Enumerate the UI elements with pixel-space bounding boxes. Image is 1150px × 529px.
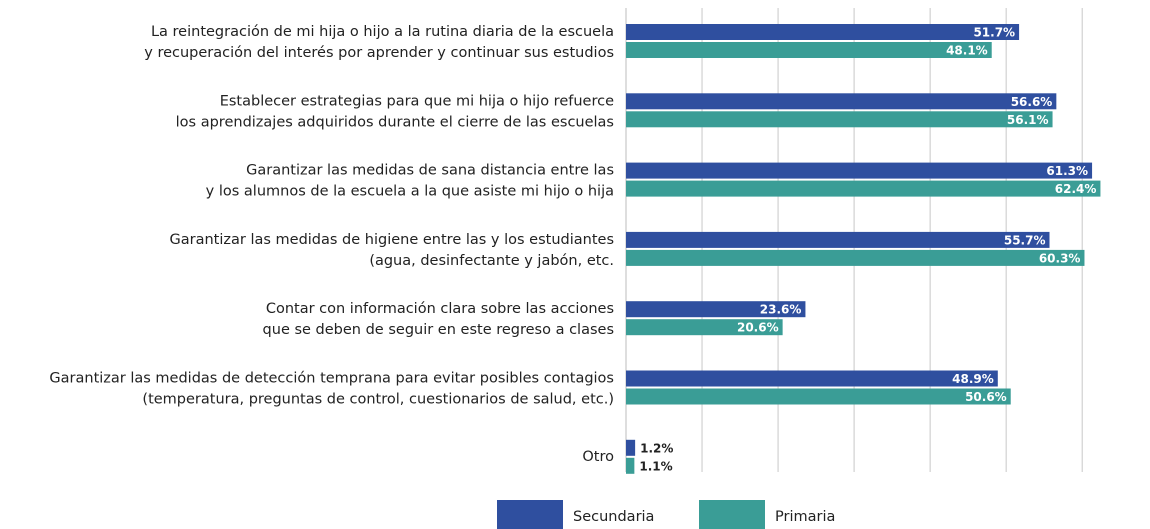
value-label: 48.9% — [952, 372, 994, 386]
legend-label: Primaria — [775, 509, 835, 525]
category-label: Otro — [582, 449, 614, 465]
category-label: Contar con información clara sobre las a… — [266, 301, 614, 317]
bar — [626, 301, 806, 318]
category-label: y los alumnos de la escuela a la que asi… — [206, 184, 614, 200]
legend-label: Secundaria — [573, 509, 654, 525]
value-label: 60.3% — [1039, 251, 1081, 265]
bar — [626, 42, 992, 58]
bar — [626, 24, 1020, 40]
value-label: 56.1% — [1007, 113, 1049, 127]
category-label: y recuperación del interés por aprender … — [144, 45, 614, 61]
bar — [626, 231, 1050, 248]
value-label: 1.2% — [640, 441, 673, 455]
value-label: 1.1% — [639, 459, 672, 473]
bar — [626, 319, 783, 336]
bar — [626, 439, 636, 456]
category-label: Garantizar las medidas de sana distancia… — [246, 163, 614, 179]
bar — [626, 93, 1057, 110]
value-label: 56.6% — [1011, 95, 1053, 109]
category-label: Garantizar las medidas de detección temp… — [49, 371, 614, 387]
value-label: 51.7% — [973, 26, 1015, 40]
bar — [626, 249, 1085, 266]
legend-swatch — [699, 500, 765, 529]
category-label: Establecer estrategias para que mi hija … — [220, 93, 614, 109]
bar — [626, 111, 1053, 128]
legend-swatch — [497, 500, 563, 529]
value-label: 20.6% — [737, 321, 779, 335]
value-label: 62.4% — [1055, 182, 1097, 196]
category-label: que se deben de seguir en este regreso a… — [263, 322, 614, 338]
category-label: La reintegración de mi hija o hijo a la … — [151, 24, 614, 40]
value-label: 23.6% — [760, 303, 802, 317]
bar — [626, 162, 1093, 179]
value-label: 61.3% — [1046, 164, 1088, 178]
bar — [626, 370, 998, 387]
bar — [626, 388, 1011, 405]
value-label: 55.7% — [1004, 233, 1046, 247]
value-label: 48.1% — [946, 44, 988, 58]
category-label: los aprendizajes adquiridos durante el c… — [176, 114, 614, 130]
value-label: 50.6% — [965, 390, 1007, 404]
bar — [626, 180, 1101, 197]
bar — [626, 457, 635, 474]
category-label: (agua, desinfectante y jabón, etc. — [369, 253, 614, 269]
category-label: (temperatura, preguntas de control, cues… — [142, 392, 614, 408]
category-label: Garantizar las medidas de higiene entre … — [170, 232, 615, 248]
